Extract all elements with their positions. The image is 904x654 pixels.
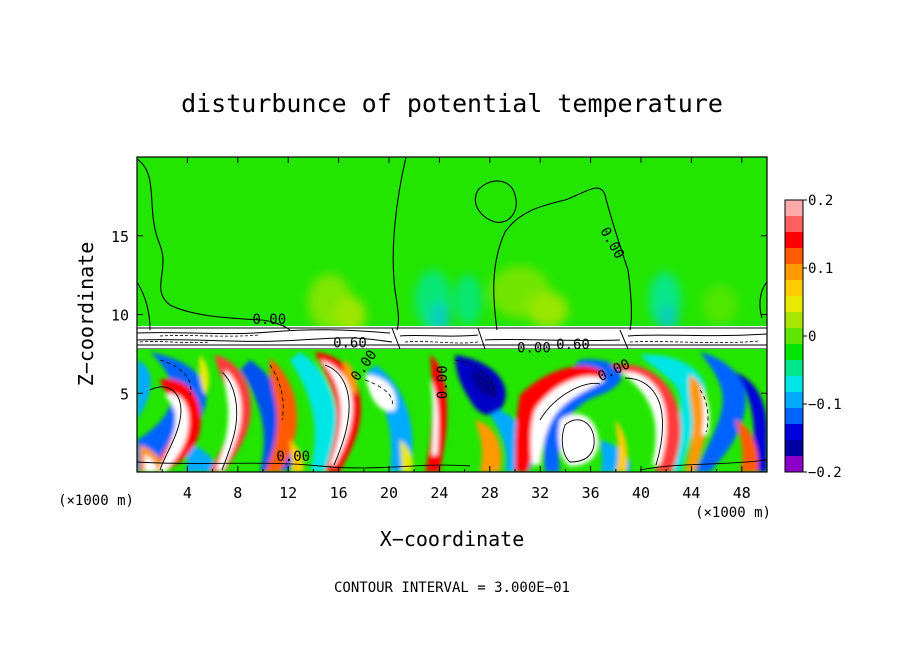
colorbar-tick-label: 0.2 [808, 193, 833, 209]
colorbar-swatch [785, 424, 803, 441]
colorbar-swatch [785, 296, 803, 313]
contour-interval-note: CONTOUR INTERVAL = 3.000E−01 [334, 580, 570, 596]
x-tick-label: 44 [682, 484, 700, 502]
x-axis: 4 8 12 16 20 24 28 32 36 40 44 48 [161, 157, 751, 502]
plot-area [137, 157, 767, 472]
y-axis-label: Z−coordinate [74, 242, 98, 387]
x-tick-label: 28 [481, 484, 499, 502]
contour-label: 0.00 [252, 312, 286, 328]
x-unit-label-left: (×1000 m) [58, 493, 134, 509]
colorbar-swatch [785, 392, 803, 409]
x-tick-label: 12 [279, 484, 297, 502]
colorbar-tick-label: 0 [808, 329, 816, 345]
colorbar-swatch [785, 360, 803, 377]
colorbar-swatch [785, 280, 803, 297]
contour-label: 0.60 [556, 337, 590, 353]
x-tick-label: 16 [330, 484, 348, 502]
x-axis-label: X−coordinate [380, 527, 525, 551]
x-tick-label: 4 [183, 484, 192, 502]
colorbar-swatch [785, 376, 803, 393]
x-tick-label: 24 [430, 484, 448, 502]
contour-label: 0.00 [435, 365, 451, 399]
contour-label: 0.00 [276, 449, 310, 465]
colorbar-swatch [785, 232, 803, 249]
y-tick-label: 15 [111, 228, 129, 246]
x-tick-label: 20 [380, 484, 398, 502]
colorbar-swatch [785, 344, 803, 361]
colorbar-tick-label: −0.2 [808, 465, 842, 481]
x-tick-label: 8 [233, 484, 242, 502]
chart-title: disturbunce of potential temperature [181, 89, 723, 118]
colorbar: 0.2 0.1 0 −0.1 −0.2 [784, 193, 842, 481]
colorbar-swatch [785, 216, 803, 233]
x-tick-label: 36 [582, 484, 600, 502]
x-unit-label-right: (×1000 m) [695, 505, 771, 521]
colorbar-swatch [785, 328, 803, 345]
x-tick-label: 32 [531, 484, 549, 502]
transition-band [137, 326, 767, 350]
colorbar-swatch [785, 248, 803, 265]
y-tick-label: 10 [111, 307, 129, 325]
colorbar-swatch [785, 264, 803, 281]
y-axis: 5 10 15 [111, 228, 767, 403]
y-tick-label: 5 [120, 385, 129, 403]
colorbar-swatch [785, 456, 803, 473]
colorbar-tick-label: 0.1 [808, 261, 833, 277]
colorbar-swatch [785, 408, 803, 425]
contour-label: 0.00 [517, 340, 551, 356]
contour-label: 0.60 [333, 336, 367, 352]
colorbar-tick-label: −0.1 [808, 397, 842, 413]
x-tick-label: 48 [733, 484, 751, 502]
x-tick-label: 40 [632, 484, 650, 502]
colorbar-swatch [785, 200, 803, 217]
colorbar-swatch [785, 312, 803, 329]
colorbar-swatch [785, 440, 803, 457]
